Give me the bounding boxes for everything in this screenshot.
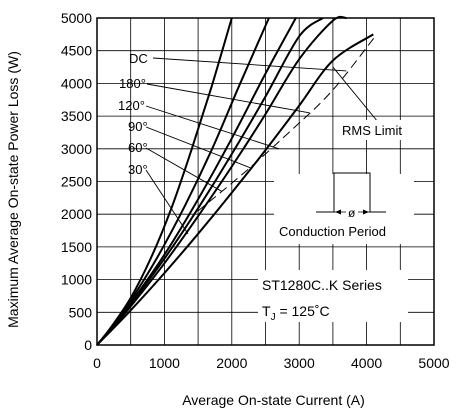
conduction-period-inset: ø Conduction Period [274, 173, 414, 244]
x-tick-label: 4000 [351, 355, 382, 371]
x-tick-label: 2000 [216, 355, 247, 371]
series-name-label: ST1280C..K Series [262, 277, 382, 293]
x-axis-label: Average On-state Current (A) [182, 392, 365, 408]
y-tick-label: 1000 [61, 272, 92, 288]
label-60: 60° [128, 140, 148, 155]
y-tick-label: 2000 [61, 206, 92, 222]
y-tick-label: 1500 [61, 239, 92, 255]
label-120: 120° [118, 98, 145, 113]
label-dc: DC [129, 51, 148, 66]
conduction-period-label: Conduction Period [279, 224, 386, 239]
x-tick-label: 1000 [149, 355, 180, 371]
phi-symbol: ø [348, 206, 356, 220]
label-180: 180° [119, 76, 146, 91]
y-tick-label: 0 [84, 337, 92, 353]
y-tick-label: 3000 [61, 141, 92, 157]
tj-value: = 125˚C [276, 303, 330, 319]
label-90: 90° [128, 119, 148, 134]
x-tick-label: 3000 [284, 355, 315, 371]
y-tick-label: 4500 [61, 43, 92, 59]
leader-line-120 [146, 106, 279, 149]
label-30: 30° [128, 162, 148, 177]
y-tick-label: 4000 [61, 75, 92, 91]
x-tick-label: 0 [93, 355, 101, 371]
y-axis-label: Maximum Average On-state Power Loss (W) [5, 51, 21, 328]
y-tick-label: 5000 [61, 10, 92, 26]
leader-line-rms [333, 67, 378, 122]
y-tick-label: 3500 [61, 108, 92, 124]
y-tick-label: 2500 [61, 174, 92, 190]
rms-limit-label: RMS Limit [342, 123, 402, 138]
y-tick-label: 500 [69, 304, 93, 320]
leader-line-180 [147, 84, 309, 113]
x-tick-label: 5000 [418, 355, 449, 371]
